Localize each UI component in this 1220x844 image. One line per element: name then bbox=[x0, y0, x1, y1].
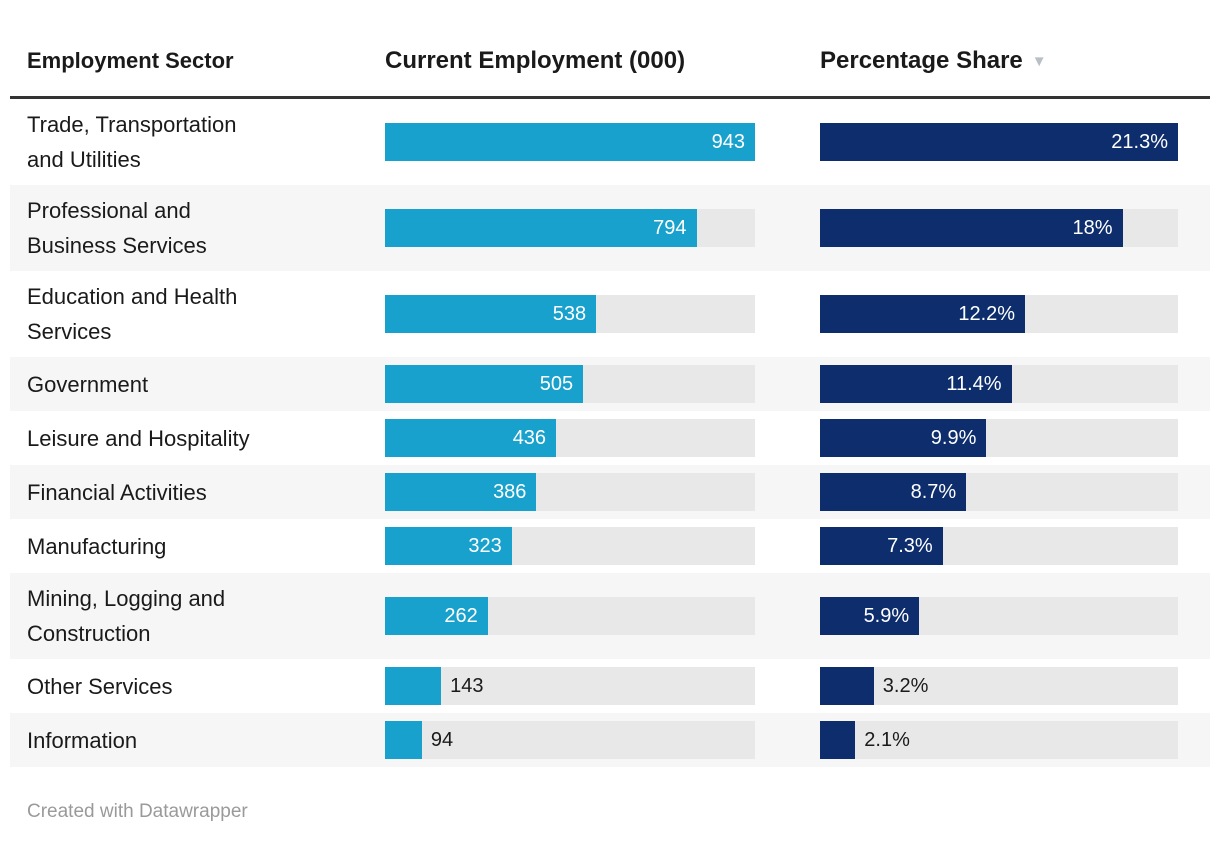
table-row: Education and Health Services 538 12.2% bbox=[10, 271, 1210, 357]
employment-bar: 794 bbox=[385, 209, 697, 247]
employment-bar-track: 323 bbox=[385, 527, 755, 565]
share-value: 11.4% bbox=[946, 372, 1002, 395]
share-bar: 7.3% bbox=[820, 527, 943, 565]
table-header-row: Employment Sector Current Employment (00… bbox=[10, 0, 1210, 99]
employment-bar-track: 538 bbox=[385, 295, 755, 333]
table-row: Financial Activities 386 8.7% bbox=[10, 465, 1210, 519]
employment-value: 262 bbox=[444, 604, 478, 627]
share-bar: 8.7% bbox=[820, 473, 967, 511]
share-value: 3.2% bbox=[882, 674, 929, 697]
share-bar-track: 18% bbox=[820, 209, 1178, 247]
table-row: Information 94 2.1% bbox=[10, 713, 1210, 767]
sector-label: Information bbox=[27, 727, 138, 753]
share-value: 5.9% bbox=[863, 604, 910, 627]
employment-bar: 436 bbox=[385, 419, 557, 457]
employment-bar-track: 943 bbox=[385, 123, 755, 161]
col-header-share[interactable]: Percentage Share ▼ bbox=[820, 46, 1178, 79]
table-row: Manufacturing 323 7.3% bbox=[10, 519, 1210, 573]
table-row: Trade, Transportation and Utilities 943 … bbox=[10, 99, 1210, 185]
employment-bar: 505 bbox=[385, 365, 584, 403]
employment-bar: 943 bbox=[385, 123, 755, 161]
share-bar: 5.9% bbox=[820, 597, 920, 635]
employment-value: 94 bbox=[430, 728, 454, 751]
share-value: 9.9% bbox=[930, 426, 977, 449]
share-bar: 9.9% bbox=[820, 419, 987, 457]
sector-label: Financial Activities bbox=[27, 479, 207, 505]
share-bar: 11.4% bbox=[820, 365, 1012, 403]
employment-bar bbox=[385, 721, 422, 759]
sector-label: Trade, Transportation and Utilities bbox=[27, 112, 237, 172]
table-body: Trade, Transportation and Utilities 943 … bbox=[10, 99, 1210, 767]
share-bar bbox=[820, 667, 874, 705]
table-row: Professional and Business Services 794 1… bbox=[10, 185, 1210, 271]
employment-bar-track: 386 bbox=[385, 473, 755, 511]
sector-label: Professional and Business Services bbox=[27, 198, 207, 258]
share-bar-track: 9.9% bbox=[820, 419, 1178, 457]
sector-label: Government bbox=[27, 371, 149, 397]
employment-value: 794 bbox=[653, 216, 687, 239]
sector-label: Manufacturing bbox=[27, 533, 167, 559]
employment-bar-track: 436 bbox=[385, 419, 755, 457]
employment-value: 505 bbox=[539, 372, 574, 395]
sector-label: Mining, Logging and Construction bbox=[27, 586, 226, 646]
share-value: 12.2% bbox=[958, 302, 1016, 325]
share-value: 7.3% bbox=[887, 534, 933, 557]
share-bar-track: 5.9% bbox=[820, 597, 1178, 635]
share-bar-track: 11.4% bbox=[820, 365, 1178, 403]
sort-descending-icon: ▼ bbox=[1031, 53, 1047, 70]
employment-table: Employment Sector Current Employment (00… bbox=[10, 0, 1210, 767]
share-value: 2.1% bbox=[864, 728, 910, 751]
table-row: Government 505 11.4% bbox=[10, 357, 1210, 411]
share-bar-track: 2.1% bbox=[820, 721, 1178, 759]
share-value: 18% bbox=[1072, 216, 1113, 239]
employment-value: 436 bbox=[512, 426, 547, 449]
share-bar bbox=[820, 721, 856, 759]
share-value: 8.7% bbox=[910, 480, 957, 503]
sector-label: Leisure and Hospitality bbox=[27, 425, 250, 451]
table-row: Other Services 143 3.2% bbox=[10, 659, 1210, 713]
share-bar-track: 8.7% bbox=[820, 473, 1178, 511]
employment-bar bbox=[385, 667, 442, 705]
share-bar: 18% bbox=[820, 209, 1123, 247]
employment-bar: 262 bbox=[385, 597, 488, 635]
share-bar: 12.2% bbox=[820, 295, 1026, 333]
employment-bar: 386 bbox=[385, 473, 537, 511]
employment-value: 323 bbox=[468, 534, 502, 557]
employment-value: 143 bbox=[450, 674, 484, 697]
col-header-share-label: Percentage Share bbox=[820, 47, 1023, 74]
share-bar: 21.3% bbox=[820, 123, 1178, 161]
sector-label: Education and Health Services bbox=[27, 284, 238, 344]
employment-bar-track: 262 bbox=[385, 597, 755, 635]
share-bar-track: 12.2% bbox=[820, 295, 1178, 333]
col-header-sector[interactable]: Employment Sector bbox=[27, 48, 234, 73]
table-row: Leisure and Hospitality 436 9.9% bbox=[10, 411, 1210, 465]
employment-bar: 323 bbox=[385, 527, 512, 565]
employment-bar-track: 143 bbox=[385, 667, 755, 705]
col-header-employment[interactable]: Current Employment (000) bbox=[385, 47, 686, 74]
employment-value: 943 bbox=[711, 130, 745, 153]
datawrapper-attribution[interactable]: Created with Datawrapper bbox=[27, 801, 248, 822]
share-bar-track: 7.3% bbox=[820, 527, 1178, 565]
employment-value: 538 bbox=[552, 302, 587, 325]
employment-bar-track: 505 bbox=[385, 365, 755, 403]
employment-value: 386 bbox=[493, 480, 527, 503]
sector-label: Other Services bbox=[27, 673, 173, 699]
share-bar-track: 3.2% bbox=[820, 667, 1178, 705]
table-row: Mining, Logging and Construction 262 5.9… bbox=[10, 573, 1210, 659]
employment-bar-track: 94 bbox=[385, 721, 755, 759]
share-value: 21.3% bbox=[1111, 130, 1168, 153]
employment-bar: 538 bbox=[385, 295, 597, 333]
employment-bar-track: 794 bbox=[385, 209, 755, 247]
share-bar-track: 21.3% bbox=[820, 123, 1178, 161]
